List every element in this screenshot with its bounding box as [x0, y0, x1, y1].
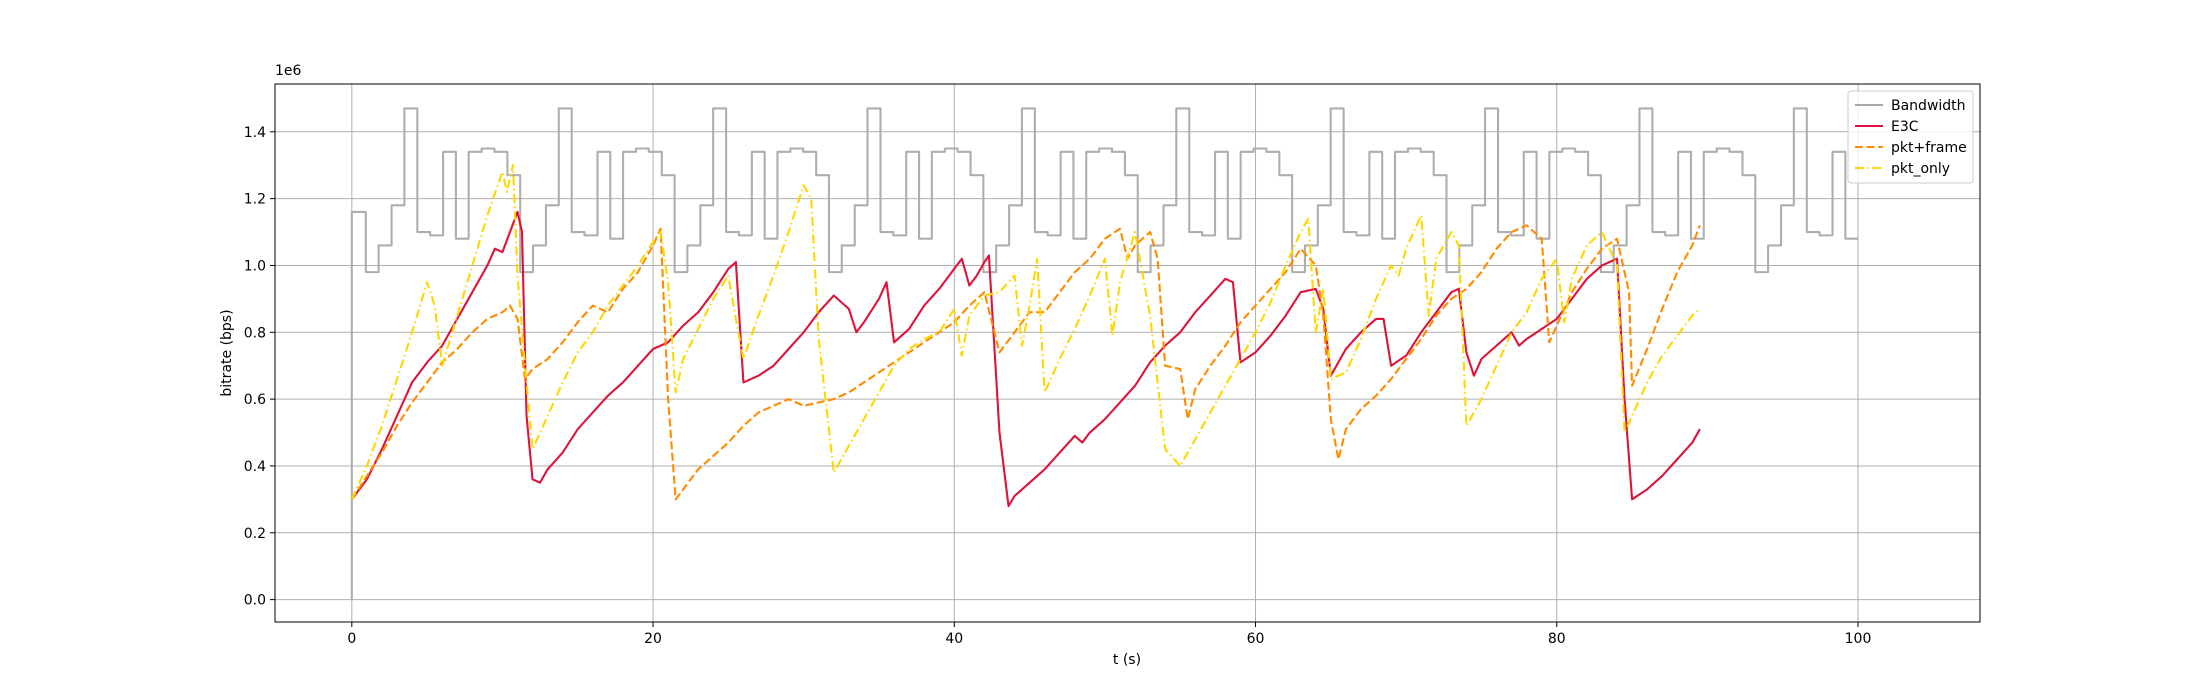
y-tick-label: 0.8 — [244, 325, 266, 341]
legend: Bandwidth E3C pkt+frame pkt_only — [1847, 90, 1974, 184]
y-offset-label: 1e6 — [275, 63, 302, 79]
legend-label: Bandwidth — [1891, 98, 1966, 114]
series-line — [350, 224, 1701, 501]
axes-frame — [274, 83, 1981, 623]
y-tick-label: 0.4 — [244, 459, 266, 475]
series-line — [350, 210, 1701, 508]
x-tick-label: 40 — [945, 631, 963, 647]
y-tick-label: 0.6 — [244, 392, 266, 408]
x-tick-label: 80 — [1548, 631, 1566, 647]
series-line — [350, 107, 1858, 600]
x-tick-label: 100 — [1845, 631, 1872, 647]
y-tick-label: 1.4 — [244, 125, 266, 141]
legend-label: pkt_only — [1891, 161, 1950, 177]
y-tick-label: 0.0 — [244, 593, 266, 609]
series-line — [350, 164, 1701, 500]
x-tick-label: 0 — [347, 631, 356, 647]
x-tick-label: 60 — [1247, 631, 1265, 647]
y-tick-label: 1.0 — [244, 258, 266, 274]
y-tick-label: 1.2 — [244, 192, 266, 208]
ticks: 0 20 40 60 80 100 0.0 0.2 0.4 0.6 0.8 1.0 1.2 1.4 — [244, 125, 1872, 647]
plot-area — [350, 107, 1858, 600]
legend-label: E3C — [1891, 119, 1919, 135]
grid — [275, 84, 1980, 622]
legend-label: pkt+frame — [1891, 140, 1967, 156]
x-axis-label: t (s) — [1113, 652, 1141, 668]
y-tick-label: 0.2 — [244, 526, 266, 542]
legend-box — [1847, 90, 1974, 184]
y-axis-label: bitrate (bps) — [219, 309, 235, 396]
x-tick-label: 20 — [644, 631, 662, 647]
